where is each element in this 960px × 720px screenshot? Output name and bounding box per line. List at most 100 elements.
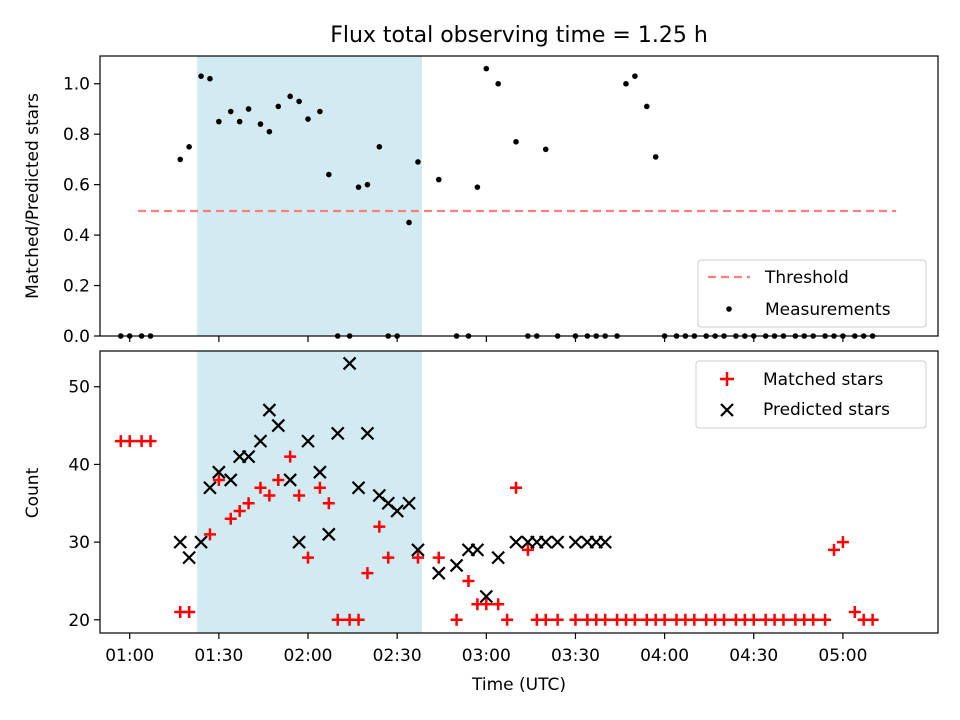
bottom-span <box>197 351 422 633</box>
predicted-star-point <box>182 550 196 565</box>
x-tick-label: 04:00 <box>640 646 689 666</box>
measurement-point <box>652 154 659 160</box>
predicted-star-point <box>241 449 256 464</box>
measurement-point <box>317 108 323 115</box>
matched-star-point <box>658 613 671 626</box>
matched-star-point <box>183 606 196 619</box>
matched-star-point <box>144 435 157 448</box>
measurement-point <box>266 128 273 135</box>
measurement-point <box>406 219 412 226</box>
y-tick-label: 20 <box>68 611 90 631</box>
predicted-star-point <box>390 504 404 518</box>
predicted-star-point <box>342 356 357 371</box>
matched-star-point <box>551 613 564 626</box>
predicted-star-point <box>402 496 416 511</box>
matched-star-point <box>501 613 514 626</box>
x-tick-label: 02:30 <box>373 646 422 666</box>
matched-star-point <box>272 473 285 486</box>
measurements-legend-label: Measurements <box>765 300 891 320</box>
measurement-point <box>245 106 252 112</box>
measurement-point <box>177 156 184 163</box>
matched-star-point <box>302 551 315 564</box>
matched-star-point <box>848 606 861 619</box>
predicted-star-point <box>313 465 327 479</box>
matched-star-point <box>866 613 879 626</box>
matched-star-point <box>284 450 297 463</box>
matched-star-point <box>450 613 463 626</box>
measurement-point <box>198 73 204 79</box>
matched-star-point <box>242 497 255 510</box>
matched-star-point <box>688 613 701 626</box>
predicted-star-point <box>212 465 226 479</box>
predicted-star-point <box>271 418 286 433</box>
bottom-legend: Matched stars Predicted stars <box>695 360 927 429</box>
x-tick-label: 02:00 <box>284 646 333 666</box>
matched-star-point <box>628 613 641 626</box>
predicted-star-point <box>431 566 446 580</box>
measurement-point <box>495 80 501 87</box>
measurement-point <box>483 65 490 72</box>
predicted-star-point <box>470 543 485 557</box>
bottom-y-ticks: 20 30 40 50 <box>68 378 100 631</box>
threshold-legend-label: Threshold <box>764 268 849 288</box>
x-tick-label: 03:30 <box>551 646 600 666</box>
predicted-star-point <box>301 434 315 448</box>
measurement-point <box>643 103 650 110</box>
top-legend-box <box>697 259 927 328</box>
predicted-star-point <box>173 535 188 549</box>
x-tick-label: 04:30 <box>729 646 778 666</box>
predicted-star-point <box>194 535 208 549</box>
x-axis-label: Time (UTC) <box>471 675 566 695</box>
matched-star-point <box>569 613 582 626</box>
matched-star-point <box>373 520 386 533</box>
matched-star-point <box>322 497 335 510</box>
matched-star-point <box>807 613 820 626</box>
measurement-point <box>305 116 311 122</box>
measurement-point <box>513 138 519 145</box>
matched-star-point <box>263 489 276 502</box>
matched-star-point <box>224 512 237 525</box>
measurement-point <box>542 146 549 153</box>
y-tick-label: 0.2 <box>63 277 90 297</box>
matched-star-point <box>747 613 760 626</box>
matched-star-point <box>599 613 612 626</box>
predicted-star-point <box>283 473 297 487</box>
predicted-star-point <box>262 403 277 417</box>
x-tick-label: 01:00 <box>105 646 154 666</box>
predicted-star-point <box>351 480 366 495</box>
matched-legend-swatch <box>720 372 734 386</box>
measurement-point <box>207 75 213 82</box>
measurement-point <box>216 118 222 125</box>
matched-star-point <box>480 598 493 611</box>
matched-star-point <box>777 613 790 626</box>
top-legend: Threshold Measurements <box>697 259 927 328</box>
measurement-point <box>326 171 332 178</box>
measurement-point <box>364 181 371 188</box>
measurement-point <box>415 159 421 165</box>
predicted-star-point <box>568 535 583 549</box>
matched-star-point <box>819 613 832 626</box>
matched-star-point <box>411 551 424 564</box>
measurement-point <box>186 144 192 150</box>
measurement-point <box>227 108 234 115</box>
matched-star-point <box>382 551 395 564</box>
predicted-legend-swatch <box>720 403 734 417</box>
y-tick-label: 50 <box>68 378 90 398</box>
predicted-star-point <box>292 535 306 549</box>
measurement-point <box>296 98 302 105</box>
predicted-star-point <box>330 426 345 441</box>
top-span <box>197 56 422 336</box>
y-tick-label: 0.8 <box>63 125 90 145</box>
y-tick-label: 0.6 <box>63 176 90 196</box>
predicted-star-point <box>538 535 553 549</box>
top-y-axis-label: Matched/Predicted stars <box>23 93 43 299</box>
matched-star-point <box>203 528 216 541</box>
x-ticks: 01:00 01:30 02:00 02:30 03:00 03:30 04:00 04:30… <box>105 336 867 666</box>
matched-star-point <box>462 574 475 587</box>
bottom-axes-frame <box>99 350 939 634</box>
matched-star-point <box>827 543 840 556</box>
x-tick-label: 01:30 <box>194 646 243 666</box>
top-axes-frame <box>99 55 939 337</box>
